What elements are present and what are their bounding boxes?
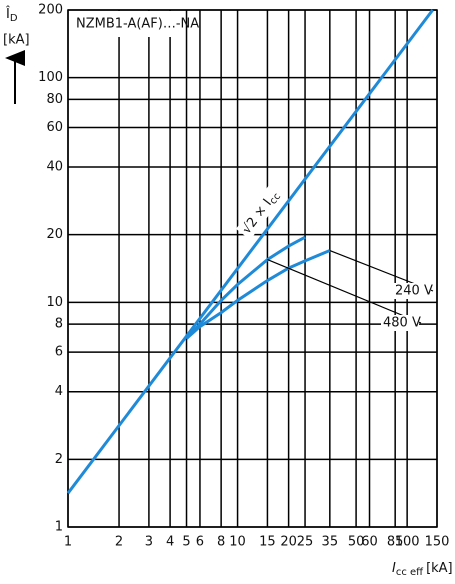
series-label: 480 V xyxy=(383,316,421,331)
y-axis-subscript: D xyxy=(10,13,18,24)
x-tick-label: 1 xyxy=(64,535,72,550)
y-tick-label: 1 xyxy=(55,520,63,535)
y-tick-label: 80 xyxy=(46,92,63,107)
y-tick-label: 40 xyxy=(46,160,63,175)
x-axis-unit: [kA] xyxy=(426,561,453,576)
x-tick-label: 4 xyxy=(166,535,174,550)
series-line xyxy=(66,9,434,495)
x-tick-label: 60 xyxy=(361,535,378,550)
y-axis-unit: [kA] xyxy=(3,33,30,48)
y-tick-label: 100 xyxy=(38,70,63,85)
x-tick-label: 8 xyxy=(217,535,225,550)
x-tick-label: 10 xyxy=(229,535,246,550)
series-label: 240 V xyxy=(395,284,433,299)
x-tick-label: 2 xyxy=(115,535,123,550)
annotation: √2 × Icc xyxy=(239,187,283,238)
x-tick-label: 6 xyxy=(196,535,204,550)
x-tick-label: 150 xyxy=(425,535,450,550)
x-axis-subscript: cc eff xyxy=(396,567,424,578)
chart-title: NZMB1-A(AF)…-NA xyxy=(76,17,199,32)
plot-frame xyxy=(67,9,438,528)
title-box xyxy=(69,11,181,37)
label-bg xyxy=(393,283,431,299)
x-tick-label: 20 xyxy=(280,535,297,550)
annotation-subscript: cc xyxy=(268,191,283,206)
series-line xyxy=(185,235,306,340)
y-tick-label: 60 xyxy=(46,120,63,135)
y-tick-label: 10 xyxy=(46,295,63,310)
x-tick-label: 100 xyxy=(395,535,420,550)
y-tick-label: 200 xyxy=(38,3,63,18)
x-tick-label: 3 xyxy=(145,535,153,550)
y-tick-label: 2 xyxy=(55,452,63,467)
y-tick-label: 8 xyxy=(55,317,63,332)
leader-line xyxy=(267,258,422,324)
x-tick-label: 50 xyxy=(348,535,365,550)
x-tick-label: 5 xyxy=(182,535,190,550)
y-tick-label: 20 xyxy=(46,227,63,242)
x-tick-label: 15 xyxy=(259,535,276,550)
x-axis-symbol: I xyxy=(392,561,396,576)
x-tick-label: 25 xyxy=(297,535,314,550)
x-tick-label: 35 xyxy=(322,535,339,550)
y-tick-label: 6 xyxy=(55,345,63,360)
x-tick-label: 85 xyxy=(387,535,404,550)
y-axis-symbol: ÎD xyxy=(5,6,18,25)
series-line xyxy=(185,249,331,340)
label-bg xyxy=(381,315,419,331)
grid xyxy=(67,9,438,528)
annotation-bg xyxy=(235,182,286,240)
y-axis-symbol-text: Î xyxy=(5,6,10,22)
y-tick-label: 4 xyxy=(55,384,63,399)
x-axis-label: Icc eff [kA] xyxy=(392,561,453,579)
